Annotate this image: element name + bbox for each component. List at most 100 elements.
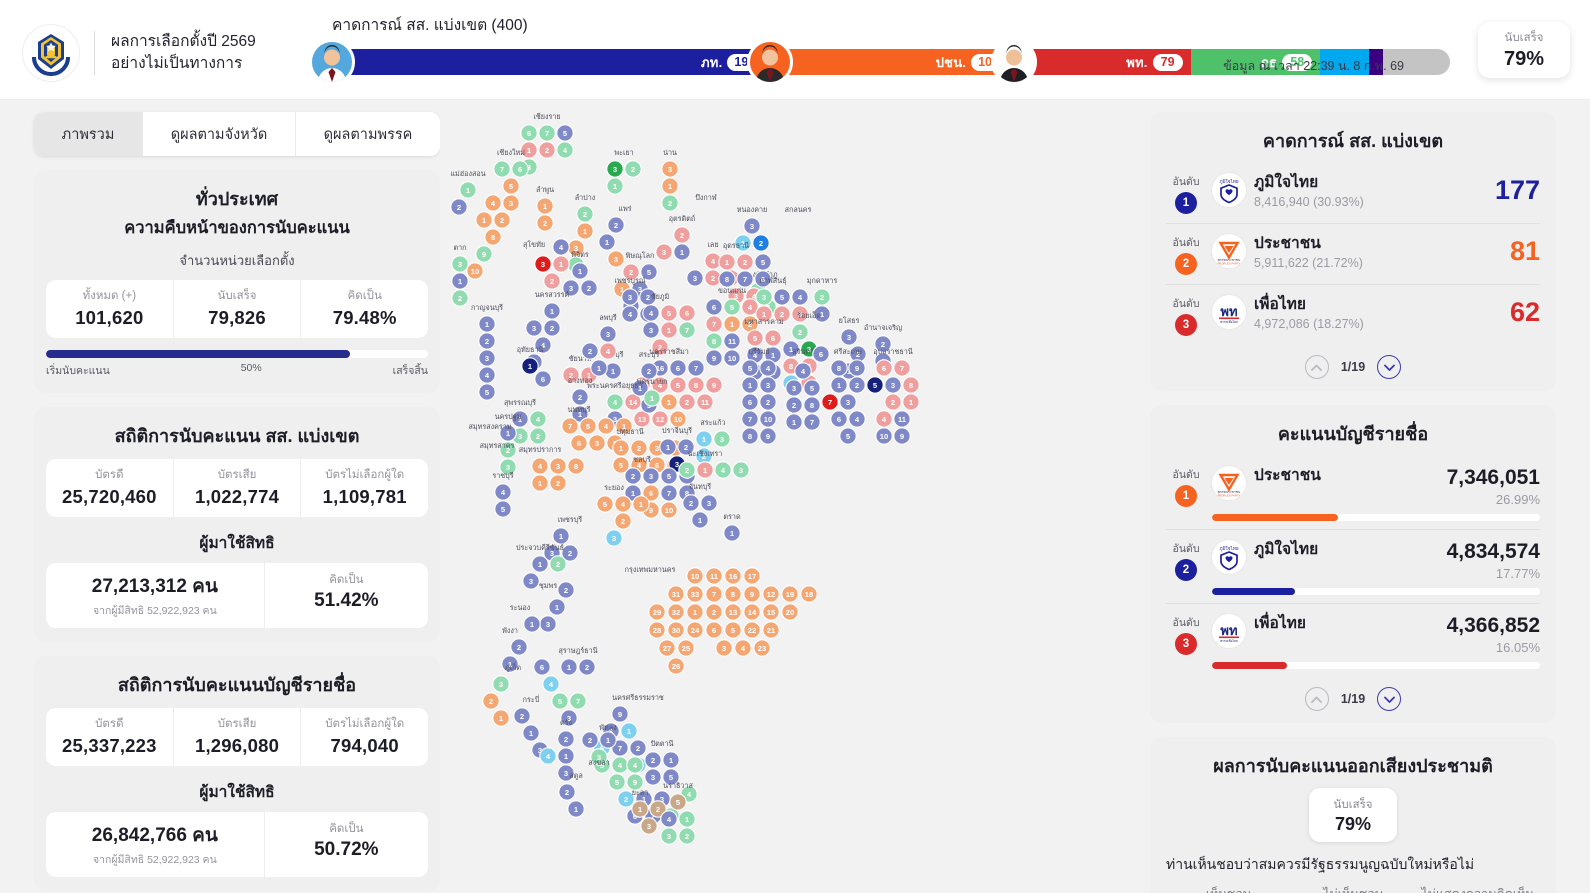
seat-segment-ปชน[interactable]: ปชน. 109 — [770, 49, 1014, 75]
constituency-dot[interactable] — [678, 393, 696, 411]
constituency-dot[interactable] — [764, 329, 782, 347]
constituency-dot[interactable] — [543, 319, 561, 337]
constituency-dot[interactable] — [848, 410, 866, 428]
party-seat-row[interactable]: อันดับ 3 พท พรรคเพื่อไทย เพื่อไทย 4,972,086 (… — [1166, 285, 1540, 345]
constituency-dot[interactable] — [482, 692, 500, 710]
constituency-dot[interactable] — [558, 783, 576, 801]
constituency-dot[interactable] — [580, 279, 598, 297]
constituency-dot[interactable] — [633, 410, 651, 428]
constituency-dot[interactable] — [557, 730, 575, 748]
party-seat-row[interactable]: อันดับ 2 พรรคประชาชน PEOPLE'S PARTY ประชาชน 5… — [1166, 224, 1540, 285]
province-สตูล[interactable]: สตูล21 — [558, 771, 585, 818]
constituency-dot[interactable] — [705, 349, 723, 367]
constituency-dot[interactable] — [734, 639, 752, 657]
constituency-dot[interactable] — [667, 585, 685, 603]
constituency-dot[interactable] — [667, 657, 685, 675]
constituency-dot[interactable] — [621, 305, 639, 323]
constituency-dot[interactable] — [513, 707, 531, 725]
constituency-dot[interactable] — [478, 315, 496, 333]
constituency-dot[interactable] — [538, 141, 556, 159]
constituency-dot[interactable] — [607, 250, 625, 268]
constituency-dot[interactable] — [696, 393, 714, 411]
constituency-dot[interactable] — [686, 585, 704, 603]
constituency-dot[interactable] — [658, 639, 676, 657]
constituency-dot[interactable] — [643, 389, 661, 407]
constituency-dot[interactable] — [732, 461, 750, 479]
constituency-dot[interactable] — [741, 298, 759, 316]
constituency-dot[interactable] — [812, 345, 830, 363]
constituency-dot[interactable] — [632, 495, 650, 513]
constituency-dot[interactable] — [686, 269, 704, 287]
constituency-dot[interactable] — [484, 194, 502, 212]
constituency-dot[interactable] — [551, 692, 569, 710]
constituency-dot[interactable] — [576, 205, 594, 223]
constituency-dot[interactable] — [567, 800, 585, 818]
constituency-dot[interactable] — [705, 376, 723, 394]
constituency-dot[interactable] — [813, 288, 831, 306]
constituency-dot[interactable] — [743, 217, 761, 235]
constituency-dot[interactable] — [552, 238, 570, 256]
seat-segment-other[interactable] — [1320, 49, 1370, 75]
constituency-dot[interactable] — [759, 359, 777, 377]
party-votes-row[interactable]: อันดับ 2 ภูมิใจไทย ภูมิใจไทย 4,834,574 17.77% — [1166, 530, 1540, 604]
constituency-dot[interactable] — [493, 160, 511, 178]
province-กระบี่[interactable]: กระบี่ 213 — [513, 695, 549, 759]
province-เพชรบุรี[interactable]: เพชรบุรี 13 2 — [543, 515, 583, 562]
seat-segment-other[interactable] — [1369, 49, 1383, 75]
constituency-dot[interactable] — [893, 359, 911, 377]
constituency-dot[interactable] — [866, 376, 884, 394]
constituency-dot[interactable] — [695, 430, 713, 448]
constituency-dot[interactable] — [794, 362, 812, 380]
constituency-dot[interactable] — [705, 621, 723, 639]
constituency-dot[interactable] — [642, 304, 660, 322]
constituency-dot[interactable] — [830, 376, 848, 394]
province-กาญจนบุรี[interactable]: กาญจนบุรี 1 2 3 4 5 — [471, 303, 503, 401]
constituency-dot[interactable] — [651, 376, 669, 394]
constituency-dot[interactable] — [534, 255, 552, 273]
constituency-dot[interactable] — [511, 160, 529, 178]
constituency-dot[interactable] — [560, 709, 578, 727]
constituency-dot[interactable] — [501, 655, 519, 673]
constituency-dot[interactable] — [759, 393, 777, 411]
constituency-dot[interactable] — [543, 272, 561, 290]
province-แม่ฮ่องสอน[interactable]: แม่ฮ่องสอน 12 — [450, 169, 486, 216]
province-ชัยภูมิ[interactable]: ชัยภูมิ 4 5 6 3 1 7 2 — [642, 292, 696, 356]
constituency-dot[interactable] — [660, 810, 678, 828]
constituency-dot[interactable] — [626, 756, 644, 774]
constituency-dot[interactable] — [893, 427, 911, 445]
constituency-dot[interactable] — [781, 603, 799, 621]
constituency-dot[interactable] — [598, 233, 616, 251]
constituency-dot[interactable] — [848, 376, 866, 394]
constituency-dot[interactable] — [539, 747, 557, 765]
constituency-dot[interactable] — [741, 359, 759, 377]
constituency-dot[interactable] — [660, 321, 678, 339]
constituency-dot[interactable] — [543, 302, 561, 320]
constituency-dot[interactable] — [723, 349, 741, 367]
constituency-dot[interactable] — [549, 457, 567, 475]
constituency-dot[interactable] — [753, 639, 771, 657]
constituency-dot[interactable] — [642, 321, 660, 339]
constituency-dot[interactable] — [606, 177, 624, 195]
constituency-dot[interactable] — [451, 255, 469, 273]
constituency-dot[interactable] — [785, 396, 803, 414]
province-ชลบุรี[interactable]: ชลบุรี23541678910 — [624, 455, 696, 519]
constituency-dot[interactable] — [611, 705, 629, 723]
constituency-dot[interactable] — [614, 495, 632, 513]
candidate-avatar-bhumjaithai[interactable] — [309, 39, 355, 85]
tab-1[interactable]: ดูผลตามจังหวัด — [143, 112, 296, 156]
constituency-dot[interactable] — [759, 410, 777, 428]
constituency-dot[interactable] — [839, 393, 857, 411]
province-อุตรดิตถ์[interactable]: อุตรดิตถ์ 2 3 1 — [655, 214, 695, 261]
constituency-dot[interactable] — [567, 457, 585, 475]
constituency-dot[interactable] — [754, 270, 772, 288]
constituency-dot[interactable] — [484, 228, 502, 246]
constituency-dot[interactable] — [736, 270, 754, 288]
constituency-dot[interactable] — [615, 417, 633, 435]
constituency-dot[interactable] — [561, 417, 579, 435]
constituency-dot[interactable] — [599, 731, 617, 749]
constituency-dot[interactable] — [611, 739, 629, 757]
constituency-dot[interactable] — [734, 234, 752, 252]
